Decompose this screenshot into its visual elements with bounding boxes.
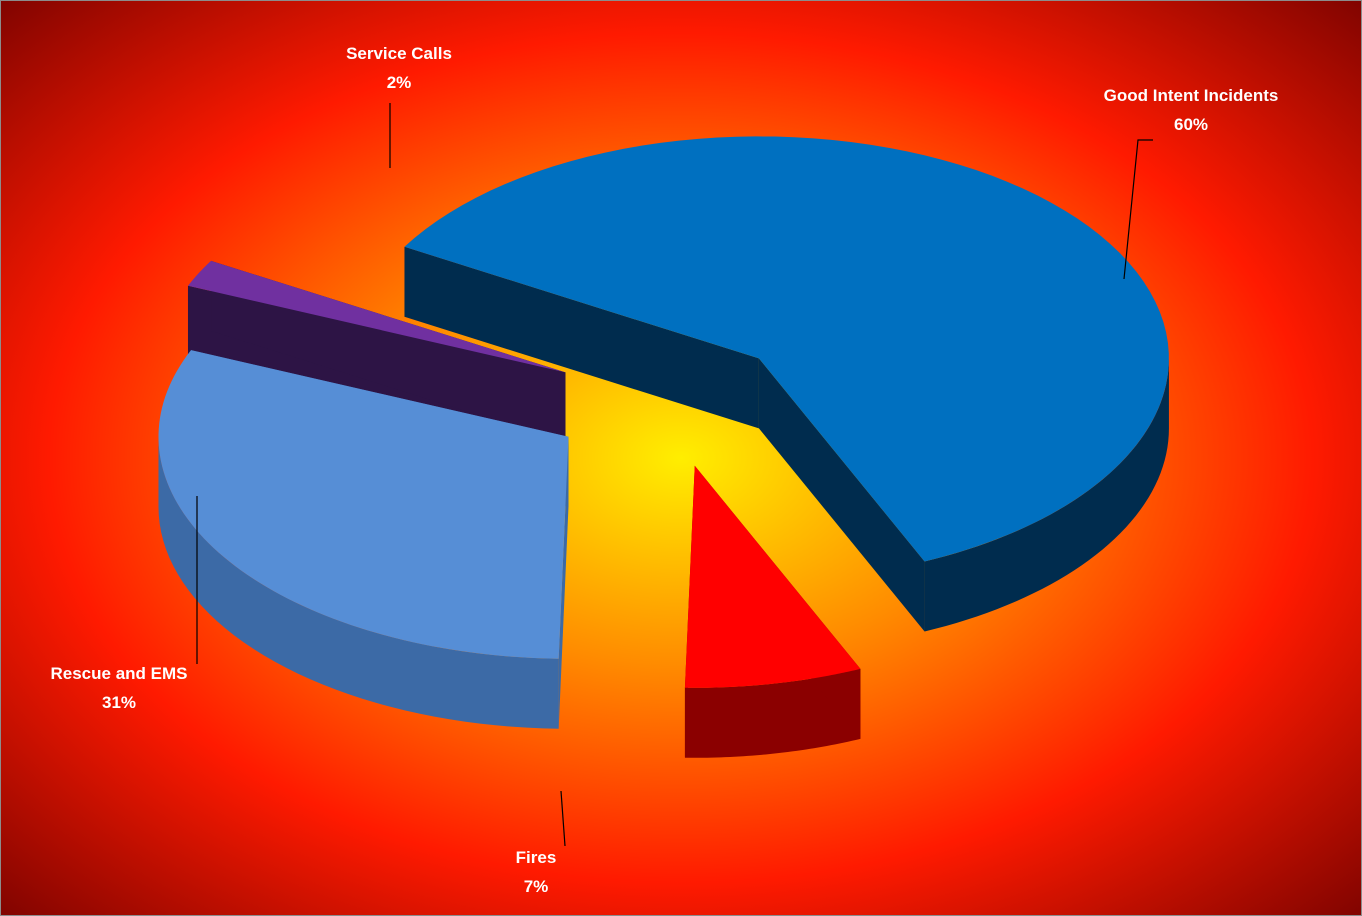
pie-slice-top-fires: [684, 465, 861, 688]
data-label-name-rescue-and-ems: Rescue and EMS: [51, 664, 188, 683]
data-label-name-good-intent-incidents: Good Intent Incidents: [1104, 86, 1279, 105]
pie-slice-side-good-intent-incidents: [924, 358, 1169, 632]
leader-line-fires: [560, 790, 566, 847]
data-label-name-fires: Fires: [516, 848, 557, 867]
pie-slice-side-good-intent-incidents: [758, 358, 925, 632]
data-label-percent-good-intent-incidents: 60%: [1174, 115, 1208, 134]
pie-slice-top-rescue-and-ems: [158, 350, 569, 659]
data-label-name-service-calls: Service Calls: [346, 44, 452, 63]
data-label-percent-fires: 7%: [524, 877, 549, 896]
pie-slice-good-intent-incidents: [404, 136, 1169, 632]
pie-slice-side-rescue-and-ems: [158, 436, 559, 729]
pie-slice-top-service-calls: [187, 260, 566, 373]
pie-slice-service-calls: [187, 260, 566, 443]
pie-slice-side-rescue-and-ems: [558, 436, 569, 729]
pie-slice-side-fires: [684, 668, 861, 758]
data-label-percent-rescue-and-ems: 31%: [102, 693, 136, 712]
leader-line-good-intent-incidents: [1123, 139, 1153, 280]
pie-slice-top-good-intent-incidents: [404, 136, 1169, 562]
pie-slice-fires: [684, 465, 861, 758]
pie-slice-rescue-and-ems: [158, 350, 569, 729]
pie-slice-side-good-intent-incidents: [404, 246, 759, 429]
data-label-percent-service-calls: 2%: [387, 73, 412, 92]
